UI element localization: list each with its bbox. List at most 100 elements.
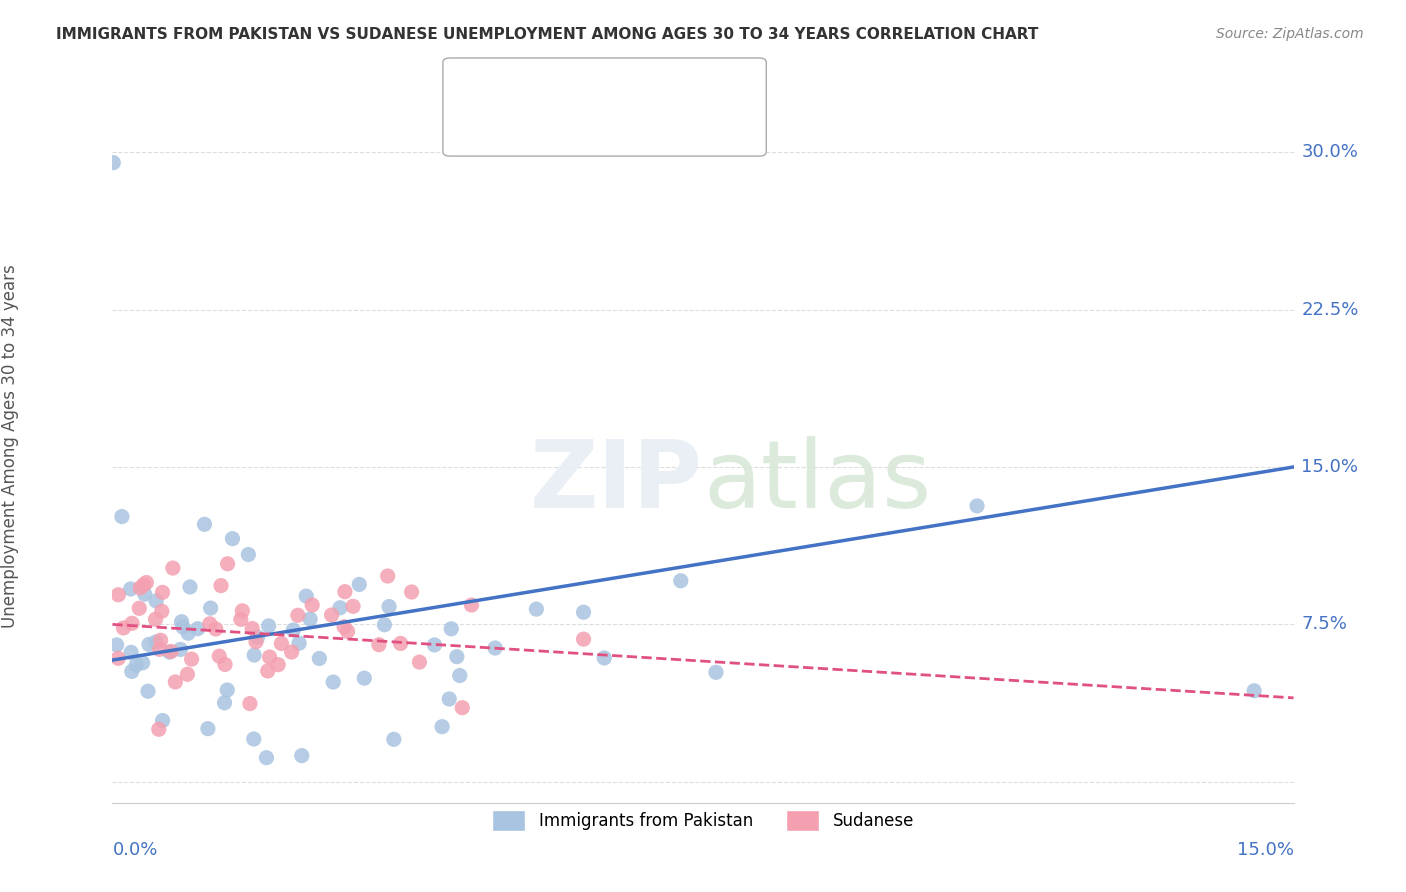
- Point: [148, 723, 170, 737]
- Point: [111, 509, 134, 524]
- Point: [460, 598, 482, 612]
- Point: [160, 644, 183, 658]
- Point: [321, 607, 343, 622]
- Point: [322, 675, 344, 690]
- Point: [107, 651, 129, 665]
- Point: [150, 604, 173, 618]
- Point: [170, 615, 193, 629]
- Point: [382, 732, 405, 747]
- Legend: Immigrants from Pakistan, Sudanese: Immigrants from Pakistan, Sudanese: [485, 804, 921, 838]
- Point: [270, 636, 292, 650]
- Point: [131, 656, 153, 670]
- Point: [238, 548, 260, 562]
- Point: [221, 532, 243, 546]
- Point: [193, 517, 215, 532]
- Point: [165, 675, 187, 690]
- Point: [176, 667, 198, 681]
- Point: [152, 585, 174, 599]
- Point: [288, 636, 311, 650]
- Point: [484, 640, 506, 655]
- Point: [120, 582, 142, 596]
- Point: [451, 700, 474, 714]
- Point: [107, 588, 129, 602]
- Point: [259, 650, 281, 665]
- Point: [177, 626, 200, 640]
- Point: [669, 574, 692, 588]
- Point: [333, 620, 356, 634]
- Point: [200, 601, 222, 615]
- Point: [112, 621, 135, 635]
- Point: [135, 575, 157, 590]
- Point: [214, 657, 236, 672]
- Point: [283, 623, 305, 637]
- Point: [214, 696, 236, 710]
- Point: [138, 637, 160, 651]
- Point: [353, 671, 375, 685]
- Text: 15.0%: 15.0%: [1302, 458, 1358, 476]
- Point: [336, 624, 359, 639]
- Point: [704, 665, 727, 680]
- Point: [136, 684, 159, 698]
- Point: [572, 632, 595, 647]
- Text: Unemployment Among Ages 30 to 34 years: Unemployment Among Ages 30 to 34 years: [1, 264, 20, 628]
- Point: [145, 594, 167, 608]
- Point: [389, 636, 412, 650]
- Point: [148, 642, 170, 657]
- Point: [342, 599, 364, 614]
- Point: [132, 578, 155, 592]
- Point: [159, 645, 181, 659]
- Point: [121, 665, 143, 679]
- Point: [254, 750, 277, 764]
- Point: [430, 720, 453, 734]
- Point: [242, 731, 264, 746]
- Point: [152, 714, 174, 728]
- Point: [197, 722, 219, 736]
- Point: [128, 601, 150, 615]
- Point: [349, 577, 371, 591]
- Point: [401, 585, 423, 599]
- Point: [145, 612, 167, 626]
- Point: [439, 692, 461, 706]
- Point: [245, 634, 267, 648]
- Point: [593, 651, 616, 665]
- Point: [1243, 683, 1265, 698]
- Point: [572, 605, 595, 619]
- Text: 30.0%: 30.0%: [1302, 143, 1358, 161]
- Point: [179, 580, 201, 594]
- Text: 22.5%: 22.5%: [1302, 301, 1358, 318]
- Point: [246, 630, 269, 644]
- Point: [257, 619, 280, 633]
- Point: [103, 155, 125, 169]
- Point: [287, 608, 309, 623]
- Point: [208, 649, 231, 664]
- Text: R = -0.178   N = 50: R = -0.178 N = 50: [509, 118, 672, 136]
- Point: [198, 616, 221, 631]
- Point: [187, 622, 209, 636]
- Point: [129, 581, 152, 595]
- Point: [526, 602, 548, 616]
- Point: [329, 600, 352, 615]
- Point: [204, 622, 226, 636]
- Point: [408, 655, 430, 669]
- Text: IMMIGRANTS FROM PAKISTAN VS SUDANESE UNEMPLOYMENT AMONG AGES 30 TO 34 YEARS CORR: IMMIGRANTS FROM PAKISTAN VS SUDANESE UNE…: [56, 27, 1039, 42]
- Point: [301, 598, 323, 612]
- Point: [295, 589, 318, 603]
- Point: [229, 612, 252, 626]
- Point: [440, 622, 463, 636]
- Point: [377, 569, 399, 583]
- Text: Source: ZipAtlas.com: Source: ZipAtlas.com: [1216, 27, 1364, 41]
- Point: [125, 658, 148, 673]
- Point: [134, 587, 156, 601]
- Point: [333, 584, 356, 599]
- Point: [121, 616, 143, 631]
- Point: [217, 557, 239, 571]
- Point: [162, 561, 184, 575]
- Point: [239, 697, 262, 711]
- Point: [299, 612, 322, 626]
- Text: 15.0%: 15.0%: [1236, 840, 1294, 859]
- Point: [256, 664, 278, 678]
- Point: [120, 645, 142, 659]
- Point: [367, 638, 389, 652]
- Point: [966, 499, 988, 513]
- Point: [267, 657, 290, 672]
